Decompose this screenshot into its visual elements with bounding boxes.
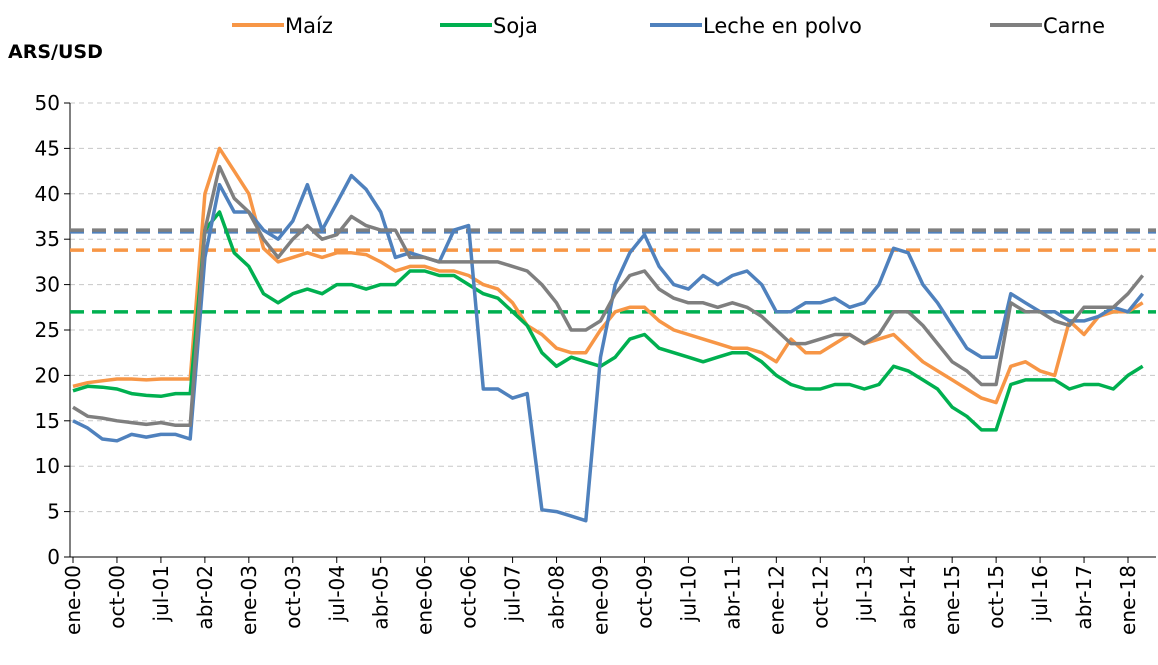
x-tick-label: abr-11 [720, 565, 744, 630]
x-tick-label: jul-04 [325, 565, 349, 622]
y-tick-label: 15 [35, 409, 60, 433]
y-tick-label: 0 [47, 545, 60, 569]
y-tick-label: 5 [47, 500, 60, 524]
x-tick-label: ene-15 [940, 565, 964, 635]
x-tick-label: jul-07 [501, 565, 525, 622]
y-tick-label: 30 [35, 273, 60, 297]
x-tick-label: jul-13 [852, 565, 876, 622]
x-tick-label: abr-14 [896, 565, 920, 630]
x-tick-label: jul-16 [1028, 565, 1052, 622]
legend-label: Maíz [285, 14, 333, 38]
series-line [72, 173, 1145, 523]
x-tick-label: oct-00 [105, 565, 129, 629]
x-tick-label: ene-12 [764, 565, 788, 635]
x-tick-label: oct-15 [984, 565, 1008, 629]
y-axis-label: ARS/USD [8, 41, 103, 63]
x-tick-label: ene-06 [413, 565, 437, 635]
series-line [72, 146, 1144, 405]
x-tick-label: abr-08 [545, 565, 569, 630]
legend-label: Soja [493, 14, 538, 38]
legend-label: Carne [1043, 14, 1105, 38]
y-tick-label: 35 [35, 227, 60, 251]
y-tick-label: 25 [35, 318, 60, 342]
y-tick-label: 10 [35, 454, 60, 478]
x-tick-label: jul-01 [149, 565, 173, 622]
x-tick-label: oct-09 [632, 565, 656, 629]
legend-label: Leche en polvo [703, 14, 862, 38]
x-tick-label: ene-00 [61, 565, 85, 635]
x-tick-label: ene-03 [237, 565, 261, 635]
x-tick-label: ene-09 [589, 565, 613, 635]
y-tick-label: 50 [35, 91, 60, 115]
y-tick-label: 45 [35, 136, 60, 160]
y-tick-label: 40 [35, 182, 60, 206]
series-line [72, 164, 1145, 428]
y-tick-label: 20 [35, 363, 60, 387]
x-tick-label: ene-18 [1116, 565, 1140, 635]
x-tick-label: oct-06 [457, 565, 481, 629]
x-tick-label: abr-05 [369, 565, 393, 630]
x-tick-label: jul-10 [676, 565, 700, 622]
x-tick-label: abr-02 [193, 565, 217, 630]
series-line [72, 210, 1144, 432]
x-tick-label: oct-12 [808, 565, 832, 629]
x-tick-label: abr-17 [1072, 565, 1096, 630]
x-tick-label: oct-03 [281, 565, 305, 629]
